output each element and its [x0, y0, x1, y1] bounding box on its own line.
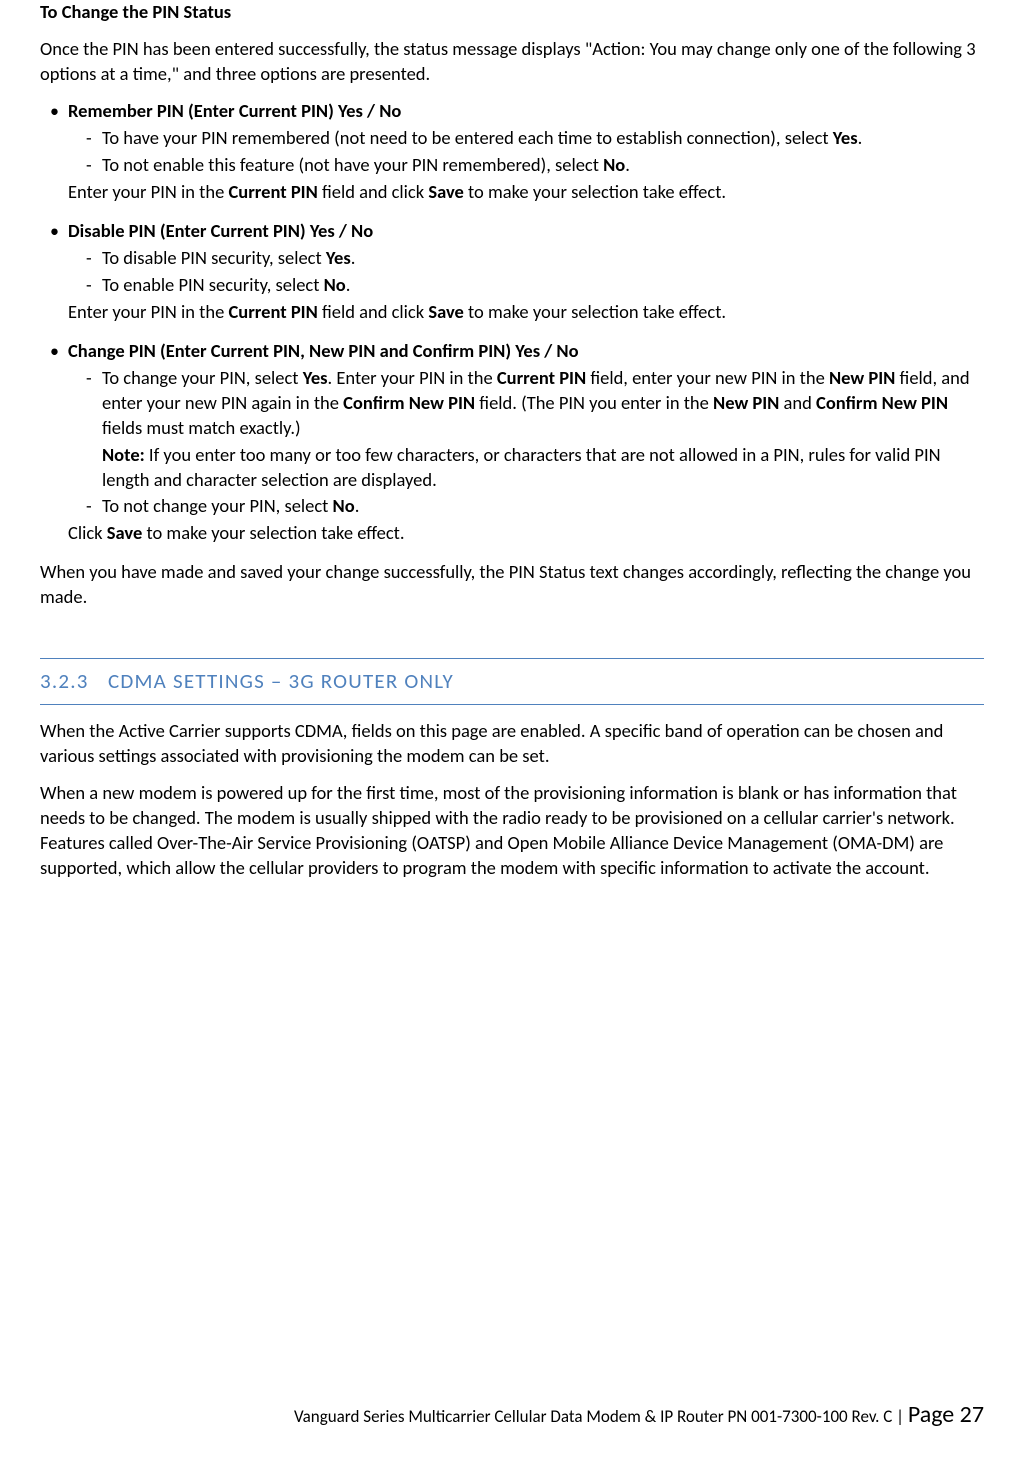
option-subitem: To have your PIN remembered (not need to… [86, 126, 984, 151]
text: to make your selection take effect. [464, 300, 726, 323]
text-bold: Yes [303, 366, 328, 389]
option-change-pin: Change PIN (Enter Current PIN, New PIN a… [40, 339, 984, 547]
text-bold: No [603, 153, 625, 176]
text-bold: Yes [833, 126, 858, 149]
text-bold: Confirm New PIN [343, 391, 475, 414]
text: . [355, 494, 360, 517]
text-bold: Save [107, 521, 143, 544]
option-subitem: To disable PIN security, select Yes. [86, 246, 984, 271]
text: To disable PIN security, select [102, 246, 326, 269]
text: Enter your PIN in the [68, 180, 228, 203]
text: Click [68, 521, 107, 544]
option-remember-pin: Remember PIN (Enter Current PIN) Yes / N… [40, 99, 984, 205]
text: To not change your PIN, select [102, 494, 333, 517]
footer-sep: | [892, 1406, 908, 1427]
text: . Enter your PIN in the [328, 366, 497, 389]
text: Enter your PIN in the [68, 300, 228, 323]
intro-paragraph: Once the PIN has been entered successful… [40, 37, 984, 87]
section-paragraph: When a new modem is powered up for the f… [40, 781, 984, 881]
page-footer: Vanguard Series Multicarrier Cellular Da… [294, 1400, 984, 1429]
option-disable-pin: Disable PIN (Enter Current PIN) Yes / No… [40, 219, 984, 325]
text-bold: Current PIN [497, 366, 586, 389]
text: and [779, 391, 816, 414]
section-heading-container: 3.2.3CDMA SETTINGS – 3G ROUTER ONLY [40, 658, 984, 704]
option-subitem: To enable PIN security, select No. [86, 273, 984, 298]
text: To change your PIN, select [102, 366, 303, 389]
text-bold: Note: [102, 443, 145, 466]
text: field, enter your new PIN in the [586, 366, 829, 389]
text: field. (The PIN you enter in the [475, 391, 713, 414]
option-heading: Remember PIN (Enter Current PIN) Yes / N… [68, 99, 984, 124]
text: fields must match exactly.) [102, 416, 301, 439]
text-bold: New PIN [829, 366, 895, 389]
text: If you enter too many or too few charact… [102, 443, 941, 491]
section-title: CDMA SETTINGS – 3G ROUTER ONLY [108, 668, 454, 694]
page-label: Page [908, 1400, 960, 1429]
text: field and click [318, 300, 429, 323]
option-note: Note: If you enter too many or too few c… [102, 443, 984, 493]
text: to make your selection take effect. [464, 180, 726, 203]
footer-text: Vanguard Series Multicarrier Cellular Da… [294, 1406, 892, 1427]
text-bold: Save [428, 300, 464, 323]
option-footer: Enter your PIN in the Current PIN field … [68, 300, 984, 325]
option-heading: Disable PIN (Enter Current PIN) Yes / No [68, 219, 984, 244]
option-heading: Change PIN (Enter Current PIN, New PIN a… [68, 339, 984, 364]
text-bold: Current PIN [228, 300, 317, 323]
section-paragraph: When the Active Carrier supports CDMA, f… [40, 719, 984, 769]
text-bold: No [333, 494, 355, 517]
text: To have your PIN remembered (not need to… [102, 126, 833, 149]
text: To enable PIN security, select [102, 273, 324, 296]
section-number: 3.2.3 [40, 667, 108, 695]
text: field and click [318, 180, 429, 203]
text: . [858, 126, 863, 149]
doc-subheading: To Change the PIN Status [40, 0, 984, 25]
options-list: Remember PIN (Enter Current PIN) Yes / N… [40, 99, 984, 547]
text: to make your selection take effect. [142, 521, 404, 544]
option-footer: Enter your PIN in the Current PIN field … [68, 180, 984, 205]
text-bold: Yes [326, 246, 351, 269]
option-footer: Click Save to make your selection take e… [68, 521, 984, 546]
page-number: 27 [960, 1400, 984, 1429]
text-bold: No [324, 273, 346, 296]
text: . [346, 273, 351, 296]
section-heading: 3.2.3CDMA SETTINGS – 3G ROUTER ONLY [40, 668, 454, 694]
option-subitem: To change your PIN, select Yes. Enter yo… [86, 366, 984, 493]
text: . [351, 246, 356, 269]
text-bold: New PIN [713, 391, 779, 414]
option-subitem: To not enable this feature (not have you… [86, 153, 984, 178]
text-bold: Confirm New PIN [816, 391, 948, 414]
option-subitem: To not change your PIN, select No. [86, 494, 984, 519]
text-bold: Current PIN [228, 180, 317, 203]
closing-paragraph: When you have made and saved your change… [40, 560, 984, 610]
text: . [625, 153, 630, 176]
text: To not enable this feature (not have you… [102, 153, 603, 176]
text-bold: Save [428, 180, 464, 203]
